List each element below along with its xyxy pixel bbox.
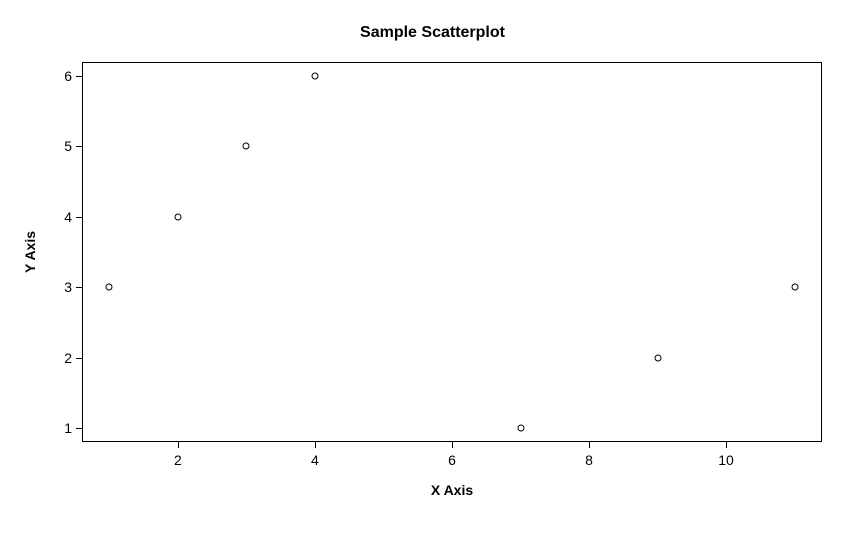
y-tick-mark [76, 428, 82, 429]
y-tick-label: 2 [58, 350, 72, 366]
x-axis-label: X Axis [431, 482, 473, 498]
data-point [791, 284, 798, 291]
y-tick-mark [76, 287, 82, 288]
x-tick-label: 10 [718, 452, 734, 468]
y-axis-label: Y Axis [22, 231, 38, 273]
data-point [654, 354, 661, 361]
x-tick-label: 6 [448, 452, 456, 468]
data-point [517, 424, 524, 431]
y-tick-mark [76, 358, 82, 359]
chart-title: Sample Scatterplot [0, 24, 865, 42]
data-point [174, 213, 181, 220]
scatter-chart: Sample Scatterplot Y Axis X Axis 2 4 6 8 10 1… [0, 0, 865, 539]
y-tick-label: 5 [58, 138, 72, 154]
x-tick-label: 4 [311, 452, 319, 468]
x-tick-mark [726, 442, 727, 448]
plot-area [82, 62, 822, 442]
y-tick-mark [76, 76, 82, 77]
x-tick-mark [178, 442, 179, 448]
y-tick-mark [76, 217, 82, 218]
data-point [106, 284, 113, 291]
y-tick-mark [76, 146, 82, 147]
x-tick-mark [452, 442, 453, 448]
y-tick-label: 6 [58, 68, 72, 84]
x-tick-mark [315, 442, 316, 448]
x-tick-label: 8 [585, 452, 593, 468]
y-tick-label: 4 [58, 209, 72, 225]
x-tick-label: 2 [174, 452, 182, 468]
y-tick-label: 1 [58, 420, 72, 436]
x-tick-mark [589, 442, 590, 448]
data-point [243, 143, 250, 150]
y-tick-label: 3 [58, 279, 72, 295]
data-point [311, 73, 318, 80]
